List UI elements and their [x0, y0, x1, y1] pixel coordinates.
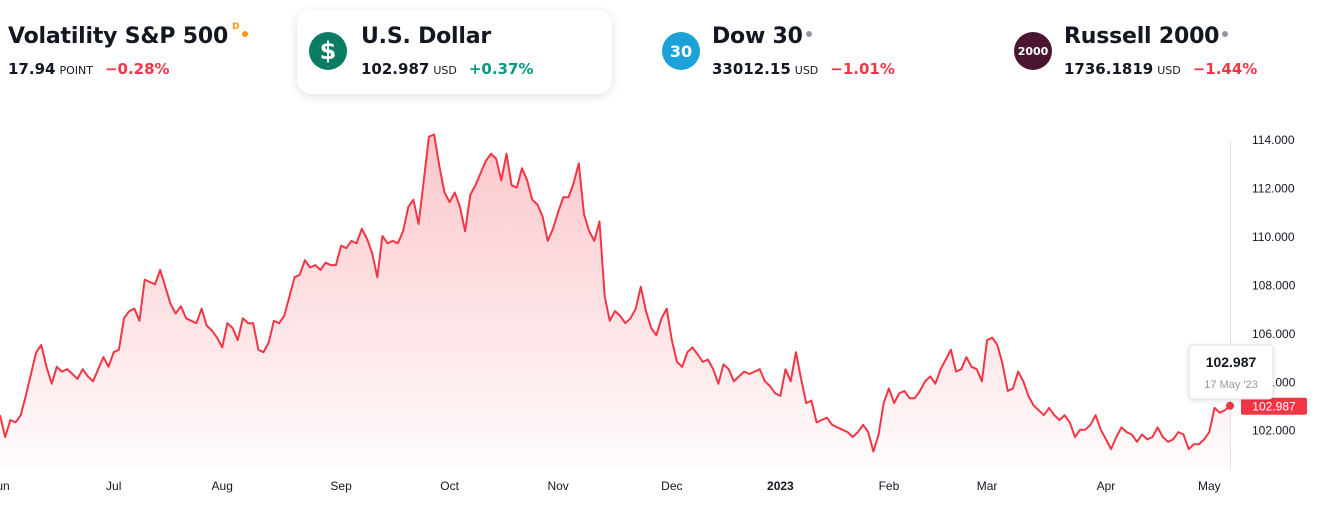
ticker-name: Volatility S&P 500 D	[8, 22, 249, 49]
x-tick-label: Apr	[1097, 479, 1116, 493]
y-tick-label: 106.000	[1252, 327, 1296, 341]
ticker-unit: USD	[794, 64, 819, 77]
x-tick-label: Sep	[330, 479, 352, 493]
x-tick-label: Nov	[547, 479, 568, 493]
y-tick-label: 112.000	[1252, 182, 1295, 196]
ticker-price: 1736.1819	[1064, 60, 1154, 78]
x-tick-label: May	[1198, 479, 1221, 493]
dow-30-icon: 30	[662, 32, 700, 70]
last-value-tag	[1241, 397, 1307, 415]
ticker-card-russell[interactable]: 2000 Russell 2000 1736.1819 USD −1.44%	[1002, 10, 1322, 94]
x-tick-label: 2023	[767, 479, 794, 493]
x-tick-label: Jul	[106, 479, 121, 493]
ticker-price: 102.987	[361, 60, 430, 78]
y-tick-label: 102.000	[1252, 424, 1296, 438]
ticker-unit: USD	[433, 64, 457, 77]
y-tick-label: 114.000	[1252, 133, 1295, 147]
ticker-price: 17.94	[8, 60, 56, 78]
ticker-change: −1.44%	[1192, 60, 1258, 78]
tooltip-date: 17 May '23	[1204, 379, 1257, 391]
ticker-unit: POINT	[59, 64, 93, 77]
status-dot-icon	[805, 31, 812, 37]
ticker-name: Dow 30	[712, 24, 812, 49]
ticker-change: −0.28%	[104, 60, 170, 78]
ticker-card-dow[interactable]: 30 Dow 30 33012.15 USD −1.01%	[650, 10, 970, 94]
tooltip-value: 102.987	[1206, 354, 1257, 370]
x-tick-label: Oct	[440, 479, 459, 493]
ticker-change: −1.01%	[830, 60, 895, 78]
series-area	[0, 134, 1230, 466]
ticker-card-dxy[interactable]: $ U.S. Dollar 102.987 USD +0.37%	[297, 10, 612, 94]
last-point-marker	[1226, 401, 1234, 410]
russell-2000-icon: 2000	[1014, 32, 1052, 70]
delayed-marker: D	[232, 22, 240, 32]
ticker-card-vix[interactable]: Volatility S&P 500 D 17.94 POINT −0.28%	[0, 10, 290, 94]
ticker-price: 33012.15	[712, 60, 791, 78]
ticker-name: Russell 2000	[1064, 24, 1229, 49]
x-tick-label: Mar	[977, 479, 998, 493]
x-tick-label: Feb	[879, 479, 900, 493]
status-dot-icon	[1222, 31, 1229, 37]
price-tooltip: 102.987 17 May '23	[1188, 344, 1274, 400]
series-line	[0, 133, 1231, 453]
x-tick-label: Jun	[0, 479, 10, 493]
y-tick-label: 108.000	[1252, 278, 1296, 292]
ticker-unit: USD	[1157, 64, 1181, 77]
last-value-label: 102.987	[1252, 399, 1296, 413]
x-tick-label: Dec	[661, 479, 682, 493]
y-tick-label: 110.000	[1252, 230, 1295, 244]
ticker-name: U.S. Dollar	[361, 24, 492, 49]
dollar-icon: $	[309, 32, 347, 70]
ticker-change: +0.37%	[468, 60, 534, 78]
status-dot-icon	[242, 31, 249, 37]
x-tick-label: Aug	[212, 479, 233, 493]
